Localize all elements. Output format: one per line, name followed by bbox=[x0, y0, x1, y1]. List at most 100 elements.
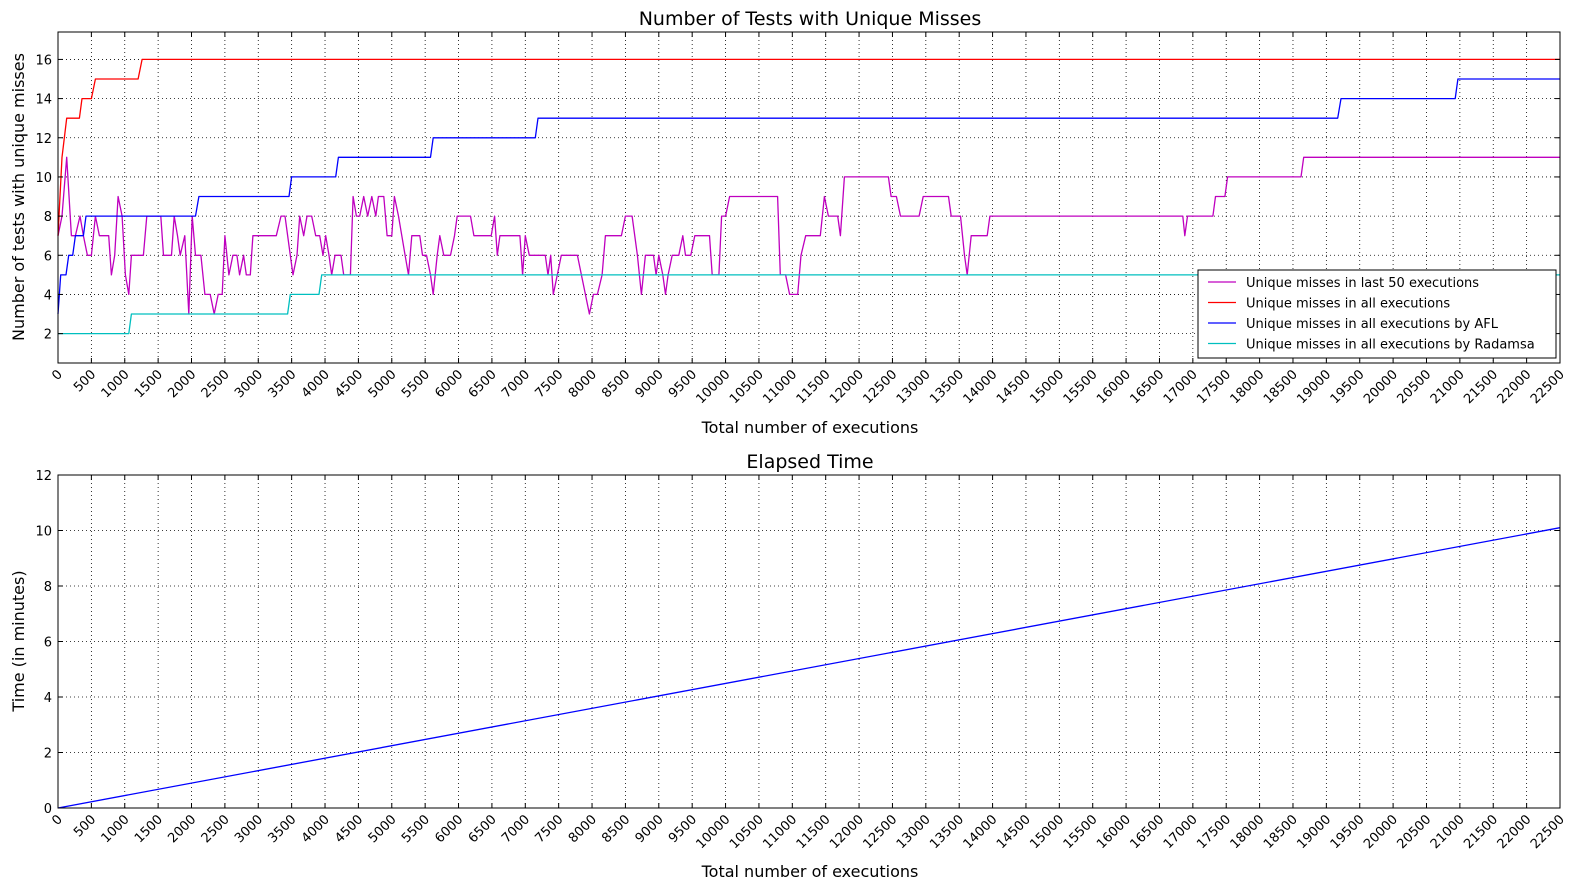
chart-title: Elapsed Time bbox=[746, 451, 873, 473]
x-tick-label: 11500 bbox=[794, 812, 834, 852]
x-tick-label: 7000 bbox=[499, 367, 533, 401]
x-tick-label: 19500 bbox=[1328, 812, 1368, 852]
x-tick-label: 18000 bbox=[1228, 812, 1268, 852]
series-line-3 bbox=[58, 274, 1560, 335]
series-lines bbox=[57, 58, 1560, 335]
x-tick-label: 9000 bbox=[633, 812, 667, 846]
elapsed-time-chart: Elapsed Time 0 500 1000 1500 2000 2500 3000 350… bbox=[9, 451, 1568, 881]
legend-label-2: Unique misses in all executions by AFL bbox=[1246, 317, 1499, 332]
x-tick-label: 20500 bbox=[1394, 812, 1434, 852]
x-tick-label: 15500 bbox=[1061, 367, 1101, 407]
x-tick-label: 16000 bbox=[1094, 367, 1134, 407]
x-tick-label: 20000 bbox=[1361, 367, 1401, 407]
x-tick-label: 7500 bbox=[532, 812, 566, 846]
y-tick-label: 14 bbox=[35, 93, 52, 108]
x-tick-label: 500 bbox=[71, 367, 99, 395]
x-tick-label: 3500 bbox=[265, 367, 299, 401]
x-tick-label: 19000 bbox=[1294, 367, 1334, 407]
y-tick-label: 8 bbox=[44, 580, 52, 595]
y-tick-label: 2 bbox=[44, 328, 52, 343]
x-tick-label: 2000 bbox=[165, 812, 199, 846]
x-tick-label: 10000 bbox=[694, 367, 734, 407]
x-tick-label: 6500 bbox=[466, 812, 500, 846]
x-tick-label: 15000 bbox=[1027, 367, 1067, 407]
x-tick-label: 17000 bbox=[1161, 367, 1201, 407]
x-tick-label: 10500 bbox=[727, 367, 767, 407]
y-tick-label: 2 bbox=[44, 747, 52, 762]
x-tick-label: 16500 bbox=[1127, 812, 1167, 852]
x-tick-label: 21500 bbox=[1461, 812, 1501, 852]
x-tick-label: 4500 bbox=[332, 367, 366, 401]
x-tick-label: 14500 bbox=[994, 812, 1034, 852]
x-tick-label: 13500 bbox=[927, 812, 967, 852]
y-tick-label: 12 bbox=[35, 132, 52, 147]
plot-frame bbox=[57, 31, 1561, 364]
x-tick-label: 11000 bbox=[760, 367, 800, 407]
x-tick-label: 7500 bbox=[532, 367, 566, 401]
y-tick-label: 0 bbox=[44, 802, 52, 817]
x-axis-label: Total number of executions bbox=[701, 862, 919, 881]
x-tick-label: 20000 bbox=[1361, 812, 1401, 852]
x-tick-label: 500 bbox=[71, 812, 99, 840]
x-tick-label: 6500 bbox=[466, 367, 500, 401]
y-tick-label: 4 bbox=[44, 691, 52, 706]
legend: Unique misses in last 50 executions Uniqu… bbox=[1197, 269, 1557, 359]
x-tick-label: 0 bbox=[49, 367, 65, 383]
x-tick-label: 16000 bbox=[1094, 812, 1134, 852]
legend-label-3: Unique misses in all executions by Radam… bbox=[1246, 338, 1535, 353]
x-tick-label: 13500 bbox=[927, 367, 967, 407]
x-tick-label: 17500 bbox=[1194, 367, 1234, 407]
x-tick-label: 12000 bbox=[827, 812, 867, 852]
x-tick-label: 14000 bbox=[961, 812, 1001, 852]
x-tick-label: 22500 bbox=[1528, 367, 1568, 407]
x-tick-label: 12500 bbox=[860, 367, 900, 407]
x-tick-label: 20500 bbox=[1394, 367, 1434, 407]
x-tick-label: 6000 bbox=[432, 367, 466, 401]
x-axis-label: Total number of executions bbox=[701, 418, 919, 437]
x-tick-label: 10000 bbox=[694, 812, 734, 852]
legend-box bbox=[1197, 269, 1557, 359]
x-tick-label: 2500 bbox=[199, 367, 233, 401]
x-tick-label: 18500 bbox=[1261, 812, 1301, 852]
x-tick-label: 22500 bbox=[1528, 812, 1568, 852]
x-tick-label: 14000 bbox=[961, 367, 1001, 407]
x-tick-label: 3000 bbox=[232, 367, 266, 401]
x-tick-label: 18500 bbox=[1261, 367, 1301, 407]
y-tick-label: 10 bbox=[35, 525, 52, 540]
x-tick-label: 19000 bbox=[1294, 812, 1334, 852]
x-tick-label: 1500 bbox=[132, 812, 166, 846]
x-tick-label: 14500 bbox=[994, 367, 1034, 407]
x-tick-label: 12500 bbox=[860, 812, 900, 852]
y-axis-label: Number of tests with unique misses bbox=[9, 53, 28, 341]
x-tick-label: 8500 bbox=[599, 367, 633, 401]
x-tick-label: 21000 bbox=[1428, 367, 1468, 407]
x-tick-label: 15000 bbox=[1027, 812, 1067, 852]
x-tick-label: 11500 bbox=[794, 367, 834, 407]
x-tick-label: 6000 bbox=[432, 812, 466, 846]
x-tick-label: 22000 bbox=[1495, 367, 1535, 407]
series-lines bbox=[57, 527, 1561, 809]
x-tick-label: 5500 bbox=[399, 367, 433, 401]
x-tick-label: 1000 bbox=[99, 367, 133, 401]
x-tick-label: 2500 bbox=[199, 812, 233, 846]
x-tick-label: 5000 bbox=[366, 367, 400, 401]
x-tick-label: 21500 bbox=[1461, 367, 1501, 407]
x-tick-label: 13000 bbox=[894, 367, 934, 407]
x-tick-label: 19500 bbox=[1328, 367, 1368, 407]
x-tick-label: 8000 bbox=[566, 812, 600, 846]
unique-misses-chart: Number of Tests with Unique Misses 0 500 1… bbox=[9, 8, 1568, 437]
x-tick-label: 8500 bbox=[599, 812, 633, 846]
y-tick-label: 8 bbox=[44, 210, 52, 225]
plot-area bbox=[58, 475, 1560, 808]
x-tick-label: 10500 bbox=[727, 812, 767, 852]
y-axis-label: Time (in minutes) bbox=[9, 570, 28, 712]
legend-label-1: Unique misses in all executions bbox=[1246, 297, 1450, 312]
y-tick-label: 4 bbox=[44, 288, 52, 303]
x-tick-label: 3500 bbox=[265, 812, 299, 846]
x-tick-label: 4500 bbox=[332, 812, 366, 846]
x-tick-label: 1000 bbox=[99, 812, 133, 846]
y-tick-label: 16 bbox=[35, 53, 52, 68]
x-tick-label: 4000 bbox=[299, 812, 333, 846]
x-tick-label: 1500 bbox=[132, 367, 166, 401]
series-line-0 bbox=[57, 527, 1561, 809]
